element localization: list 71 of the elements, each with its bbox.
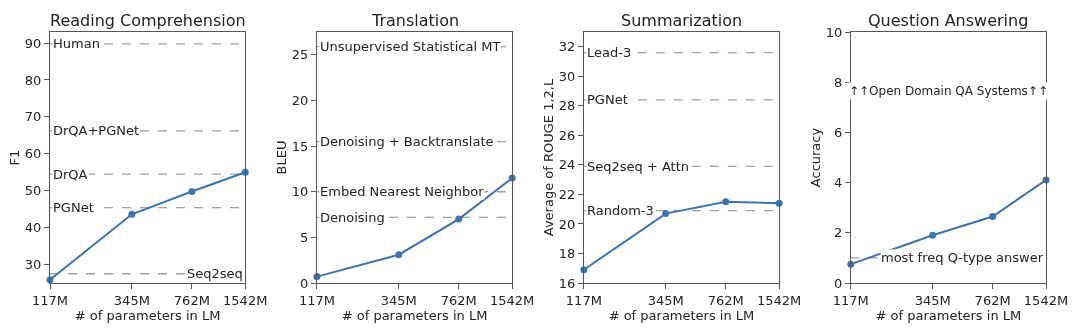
- x-tick-label: 1542M: [1023, 292, 1069, 308]
- y-tick-label: 60: [24, 146, 42, 162]
- x-tick-label: 345M: [380, 292, 417, 308]
- y-tick-label: 24: [558, 157, 576, 173]
- y-axis-title: Accuracy: [807, 127, 823, 188]
- x-tick-label: 762M: [974, 292, 1011, 308]
- x-tick-label: 345M: [914, 292, 951, 308]
- chart-title: Question Answering: [868, 11, 1029, 30]
- y-tick-label: 40: [24, 220, 42, 236]
- y-tick-label: 30: [558, 68, 576, 84]
- x-tick-label: 117M: [31, 292, 69, 308]
- y-tick-label: 80: [24, 72, 42, 88]
- y-tick-label: 6: [833, 124, 843, 140]
- x-axis-title: # of parameters in LM: [74, 307, 221, 323]
- y-tick-label: 15: [291, 138, 309, 154]
- x-tick-label: 762M: [707, 292, 744, 308]
- x-tick-label: 117M: [565, 292, 602, 308]
- y-axis-title: F1: [6, 149, 22, 166]
- x-axis-title: # of parameters in LM: [608, 307, 755, 323]
- y-tick-label: 28: [558, 98, 576, 114]
- y-tick-label: 5: [300, 229, 309, 245]
- x-tick-label: 345M: [113, 292, 150, 308]
- y-tick-label: 90: [24, 35, 42, 51]
- y-tick-label: 10: [291, 184, 309, 200]
- x-tick-label: 762M: [440, 292, 477, 308]
- x-tick-label: 117M: [298, 292, 335, 308]
- y-tick-label: 2: [833, 225, 843, 241]
- y-tick-label: 50: [24, 183, 42, 199]
- y-tick-label: 20: [291, 93, 309, 108]
- ref-line-label: DrQA: [53, 167, 88, 182]
- ref-line-label: PGNet: [587, 92, 628, 107]
- y-tick-label: 18: [558, 246, 576, 262]
- ref-line-label: PGNet: [53, 200, 94, 215]
- chart-title: Summarization: [621, 11, 743, 30]
- x-axis-title: # of parameters in LM: [341, 307, 488, 323]
- ref-line-label: Random-3: [587, 203, 654, 218]
- y-tick-label: 0: [833, 275, 843, 291]
- y-tick-label: 26: [558, 127, 576, 143]
- y-tick-label: 32: [558, 39, 576, 55]
- y-tick-label: 25: [291, 47, 309, 63]
- ref-line-label: Lead-3: [587, 45, 632, 60]
- ref-line-label: Human: [53, 36, 100, 51]
- x-tick-label: 117M: [832, 292, 869, 308]
- chart-title: Translation: [371, 11, 460, 30]
- y-tick-label: 4: [833, 175, 843, 191]
- ref-line-label: Seq2seq: [187, 266, 243, 281]
- y-tick-label: 10: [825, 24, 843, 40]
- y-tick-label: 70: [24, 109, 42, 125]
- y-tick-label: 22: [558, 186, 576, 202]
- x-tick-label: 1542M: [223, 292, 268, 308]
- ref-line-label: Seq2seq + Attn: [587, 159, 690, 174]
- ref-line-label: most freq Q-type answer: [881, 250, 1044, 265]
- y-tick-label: 0: [300, 275, 309, 291]
- x-tick-label: 1542M: [756, 292, 802, 308]
- x-tick-label: 345M: [647, 292, 684, 308]
- x-tick-label: 1542M: [489, 292, 535, 308]
- y-tick-label: 16: [558, 275, 576, 291]
- y-tick-label: 20: [558, 216, 576, 232]
- y-tick-label: 30: [24, 257, 42, 273]
- ref-line-label: Denoising: [320, 210, 385, 225]
- y-axis-title: Average of ROUGE 1,2,L: [540, 78, 556, 237]
- chart-title: Reading Comprehension: [50, 11, 246, 30]
- ref-line-label: Unsupervised Statistical MT: [320, 39, 501, 54]
- x-tick-label: 762M: [173, 292, 210, 308]
- ref-line-label: DrQA+PGNet: [53, 123, 140, 138]
- ref-line-label: Embed Nearest Neighbor: [320, 184, 485, 199]
- ref-line-label: Denoising + Backtranslate: [320, 134, 494, 149]
- annotation: ↑↑Open Domain QA Systems↑↑: [849, 84, 1048, 98]
- x-axis-title: # of parameters in LM: [875, 307, 1022, 323]
- y-axis-title: BLEU: [273, 140, 289, 175]
- y-tick-label: 8: [833, 74, 843, 90]
